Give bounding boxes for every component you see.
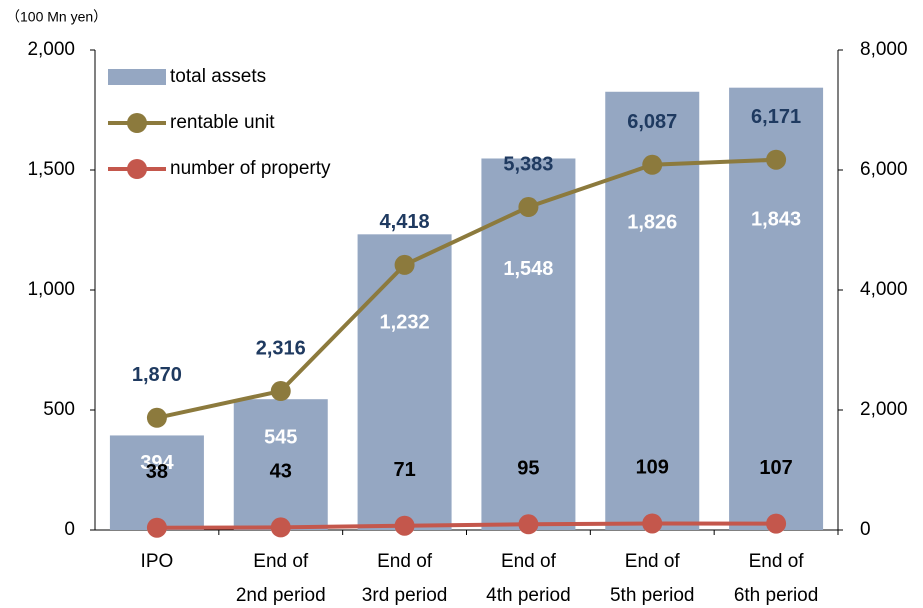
bar: [109, 435, 204, 530]
point-value-label: 2,316: [256, 337, 306, 359]
y-tick-label: 1,000: [27, 279, 75, 300]
point: [146, 407, 167, 428]
y2-tick-label: 0: [860, 519, 871, 540]
y2-tick-label: 6,000: [860, 159, 908, 180]
x-tick-label: 4th period: [486, 585, 571, 606]
point: [518, 197, 539, 218]
point-value-label: 95: [517, 458, 539, 480]
point: [394, 515, 415, 536]
legend-swatch: [108, 69, 166, 85]
bar-value-label: 1,843: [751, 209, 801, 231]
point: [518, 514, 539, 535]
bar-value-label: 545: [264, 427, 297, 449]
y2-tick-label: 2,000: [860, 399, 908, 420]
point: [146, 517, 167, 538]
point-value-label: 71: [393, 459, 415, 481]
y-tick-label: 1,500: [27, 159, 75, 180]
point: [642, 154, 663, 175]
point: [270, 381, 291, 402]
x-tick-label: End of: [253, 551, 309, 572]
line: [156, 521, 777, 530]
point: [642, 513, 663, 534]
bar-value-label: 1,232: [380, 311, 430, 333]
y2-tick-label: 8,000: [860, 39, 908, 60]
point-value-label: 107: [759, 457, 792, 479]
x-tick-label: End of: [377, 551, 433, 572]
x-tick-label: 5th period: [610, 585, 695, 606]
y-tick-label: 500: [43, 399, 75, 420]
point: [270, 517, 291, 538]
unit-label: （100 Mn yen）: [6, 9, 107, 25]
point-value-label: 4,418: [380, 211, 430, 233]
point: [766, 513, 787, 534]
line: [156, 157, 777, 420]
point-value-label: 1,870: [132, 364, 182, 386]
point: [766, 149, 787, 170]
legend-label: total assets: [170, 66, 266, 87]
bar-value-label: 1,548: [503, 258, 553, 280]
point-value-label: 5,383: [503, 153, 553, 175]
bar-value-label: 1,826: [627, 212, 677, 234]
x-tick-label: End of: [625, 551, 681, 572]
legend-marker: [127, 113, 147, 133]
bar: [357, 234, 452, 530]
legend-marker: [127, 159, 147, 179]
x-tick-label: 3rd period: [362, 585, 448, 606]
point-value-label: 6,171: [751, 106, 801, 128]
bar-value-label: 394: [140, 452, 174, 474]
x-tick-label: 6th period: [734, 585, 819, 606]
x-tick-label: End of: [749, 551, 805, 572]
legend-label: number of property: [170, 158, 331, 179]
x-tick-label: IPO: [141, 551, 174, 572]
y2-tick-label: 4,000: [860, 279, 908, 300]
point-value-label: 38: [146, 461, 168, 483]
bar: [233, 399, 328, 530]
x-tick-label: 2nd period: [236, 585, 326, 606]
legend-label: rentable unit: [170, 112, 275, 133]
x-tick-label: End of: [501, 551, 557, 572]
point: [394, 254, 415, 275]
point-value-label: 109: [636, 457, 669, 479]
y-tick-label: 0: [64, 519, 75, 540]
point-value-label: 6,087: [627, 111, 677, 133]
point-value-label: 43: [270, 461, 292, 483]
y-tick-label: 2,000: [27, 39, 75, 60]
